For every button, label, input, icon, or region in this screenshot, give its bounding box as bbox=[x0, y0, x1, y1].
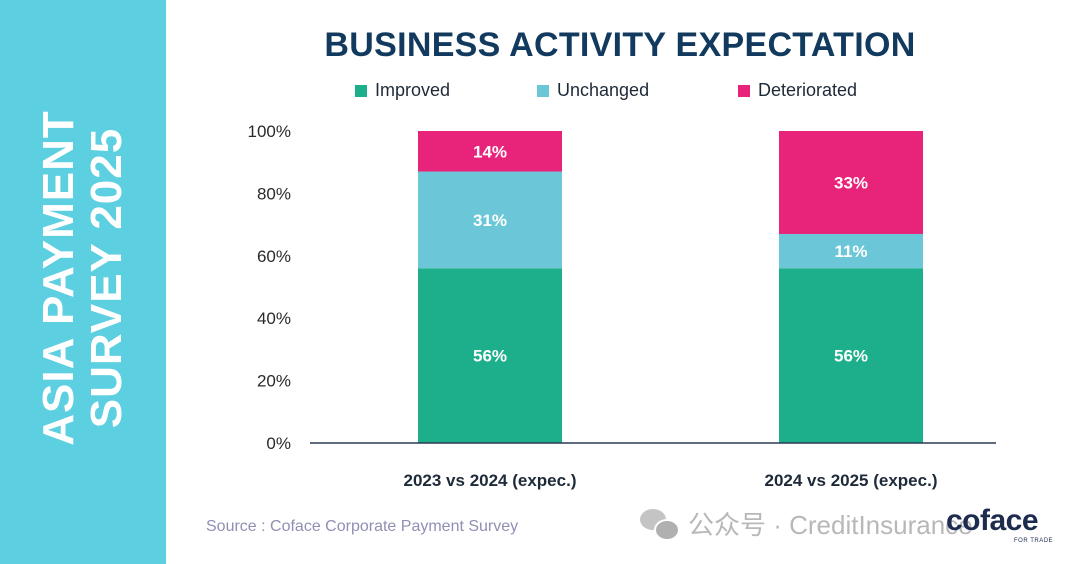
legend-label-deteriorated: Deteriorated bbox=[758, 80, 858, 100]
y-tick-label: 100% bbox=[248, 122, 291, 141]
coface-logo-tagline: FOR TRADE bbox=[1014, 538, 1054, 544]
data-label: 56% bbox=[473, 347, 507, 366]
data-label: 31% bbox=[473, 211, 507, 230]
y-tick-label: 20% bbox=[257, 372, 291, 391]
bar-segment-unchanged bbox=[779, 233, 923, 269]
bar-segment-improved bbox=[779, 268, 923, 443]
watermark: 公众号 · CreditInsurance bbox=[640, 505, 973, 542]
y-tick-label: 40% bbox=[257, 309, 291, 328]
bar-segment-deteriorated bbox=[418, 131, 562, 172]
legend-swatch-deteriorated bbox=[738, 84, 750, 97]
legend-item-improved: Improved bbox=[355, 80, 450, 101]
x-category-label: 2024 vs 2025 (expec.) bbox=[765, 471, 938, 490]
coface-logo: coface bbox=[946, 504, 1039, 537]
data-label: 56% bbox=[834, 347, 868, 366]
legend-item-deteriorated: Deteriorated bbox=[738, 80, 857, 101]
bar-segment-deteriorated bbox=[779, 131, 923, 234]
y-tick-label: 60% bbox=[257, 247, 291, 266]
source-note: Source : Coface Corporate Payment Survey bbox=[206, 518, 519, 535]
watermark-text: 公众号 · CreditInsurance bbox=[688, 510, 973, 540]
legend-label-unchanged: Unchanged bbox=[557, 80, 650, 100]
legend-swatch-improved bbox=[355, 84, 367, 97]
bar-segment-improved bbox=[418, 268, 562, 443]
chart-title: BUSINESS ACTIVITY EXPECTATION bbox=[324, 26, 916, 64]
legend-item-unchanged: Unchanged bbox=[537, 80, 649, 101]
wechat-icon bbox=[640, 508, 680, 541]
legend-swatch-unchanged bbox=[537, 84, 549, 97]
y-tick-label: 0% bbox=[266, 434, 291, 453]
y-tick-label: 80% bbox=[257, 184, 291, 203]
x-category-label: 2023 vs 2024 (expec.) bbox=[404, 471, 577, 490]
bar-segment-unchanged bbox=[418, 171, 562, 269]
data-label: 14% bbox=[473, 142, 507, 161]
data-label: 33% bbox=[834, 173, 868, 192]
sidebar-band: ASIA PAYMENT SURVEY 2025 bbox=[0, 0, 166, 564]
data-label: 11% bbox=[834, 242, 867, 261]
legend-label-improved: Improved bbox=[375, 80, 451, 100]
